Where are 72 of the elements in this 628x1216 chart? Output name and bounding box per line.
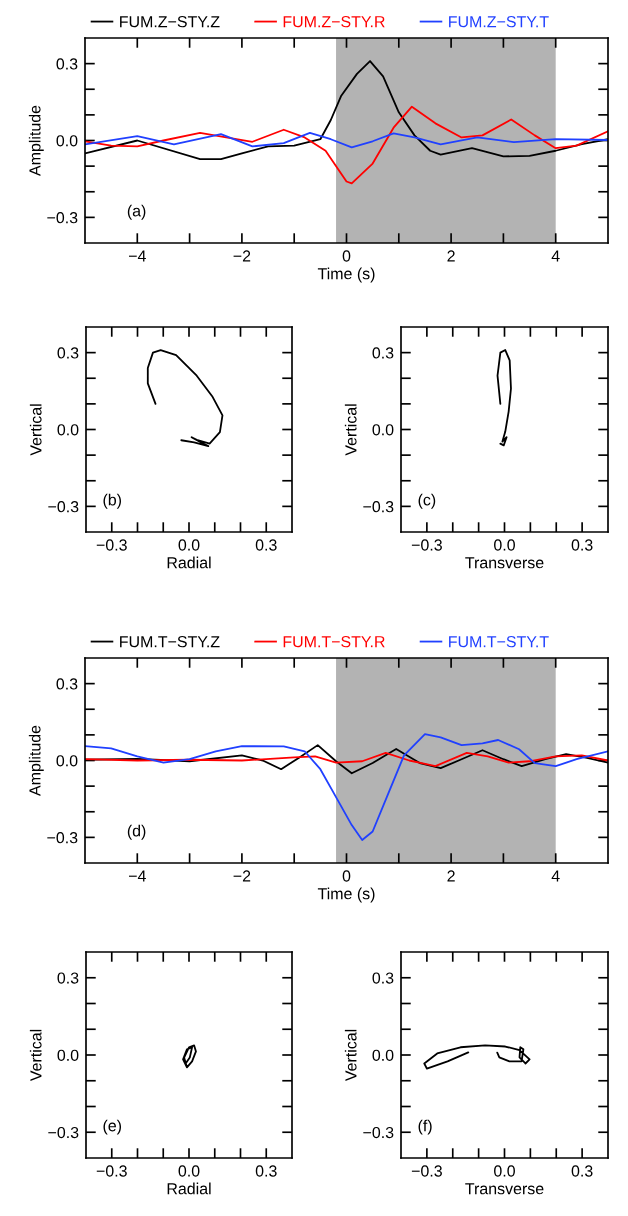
x-tick-label: 0: [342, 250, 351, 262]
y-axis-title: Vertical: [344, 1029, 357, 1082]
annotation: (b): [103, 493, 122, 509]
y-tick-label: 0.0: [57, 424, 79, 436]
y-tick-label: −0.3: [363, 1126, 394, 1139]
legend-label: FUM.T−STY.T: [449, 636, 549, 648]
y-tick-label: 0.0: [56, 135, 78, 147]
x-tick-label: 4: [551, 250, 560, 262]
x-tick-label: 0.0: [178, 1165, 200, 1177]
x-tick-label: 4: [551, 870, 560, 882]
y-tick-label: −0.3: [47, 832, 78, 844]
y-axis-title: Amplitude: [28, 105, 44, 176]
x-tick-label: 0.0: [178, 539, 200, 551]
x-tick-label: −4: [128, 250, 146, 262]
line-series: [85, 105, 608, 185]
y-tick-label: −0.3: [48, 501, 79, 513]
x-tick-label: 2: [447, 250, 455, 262]
legend-label: FUM.Z−STY.T: [449, 16, 549, 28]
x-axis-title: Transverse: [465, 1183, 544, 1195]
y-tick-label: −0.3: [48, 1126, 79, 1139]
x-tick-label: −0.3: [96, 539, 127, 551]
y-axis-title: Amplitude: [28, 725, 44, 796]
y-tick-label: −0.3: [363, 501, 394, 513]
y-tick-label: 0.0: [57, 1049, 79, 1061]
annotation: (e): [103, 1119, 122, 1135]
y-tick-label: 0.0: [372, 424, 394, 436]
line-series: [182, 1044, 197, 1069]
y-tick-label: 0.3: [57, 347, 79, 359]
legend-label: FUM.Z−STY.R: [283, 16, 385, 28]
x-tick-label: −4: [128, 870, 146, 882]
annotation: (f): [418, 1119, 432, 1135]
x-tick-label: −0.3: [96, 1165, 127, 1177]
x-axis-title: Radial: [167, 556, 211, 569]
annotation: (d): [127, 824, 146, 840]
x-tick-label: 2: [447, 870, 455, 882]
legend-label: FUM.T−STY.R: [283, 636, 385, 648]
x-tick-label: −2: [233, 250, 251, 262]
x-tick-label: 0.3: [255, 1165, 277, 1177]
line-series: [146, 349, 224, 448]
x-axis-title: Time (s): [317, 267, 375, 283]
y-tick-label: 0.3: [372, 972, 394, 984]
x-tick-label: 0.0: [494, 1165, 515, 1177]
y-tick-label: 0.3: [56, 678, 78, 690]
x-tick-label: −2: [233, 870, 251, 882]
y-axis-title: Vertical: [29, 404, 42, 456]
legend-label: FUM.Z−STY.Z: [120, 16, 220, 28]
y-axis-title: Vertical: [29, 1029, 42, 1082]
line-series: [85, 131, 608, 149]
x-tick-label: −0.3: [411, 539, 442, 551]
y-tick-label: 0.0: [372, 1049, 394, 1061]
annotation: (a): [127, 204, 146, 220]
legend-label: FUM.T−STY.Z: [120, 636, 220, 648]
annotation: (c): [418, 493, 436, 509]
x-tick-label: −0.3: [411, 1165, 442, 1177]
x-tick-label: 0.0: [494, 539, 515, 551]
y-tick-label: 0.3: [56, 58, 78, 70]
line-series: [85, 733, 608, 841]
x-tick-label: 0: [342, 870, 351, 882]
x-axis-title: Transverse: [465, 557, 544, 569]
y-tick-label: 0.3: [372, 347, 394, 359]
y-tick-label: 0.3: [57, 972, 79, 984]
y-axis-title: Vertical: [344, 404, 357, 456]
x-tick-label: 0.3: [571, 1165, 593, 1177]
x-axis-title: Time (s): [317, 887, 375, 903]
y-tick-label: 0.0: [56, 755, 78, 767]
x-tick-label: 0.3: [255, 539, 277, 551]
x-axis-title: Radial: [167, 1182, 211, 1195]
y-tick-label: −0.3: [47, 212, 78, 224]
x-tick-label: 0.3: [571, 539, 593, 551]
line-series: [423, 1044, 531, 1070]
line-series: [85, 751, 608, 768]
line-series: [496, 349, 512, 447]
